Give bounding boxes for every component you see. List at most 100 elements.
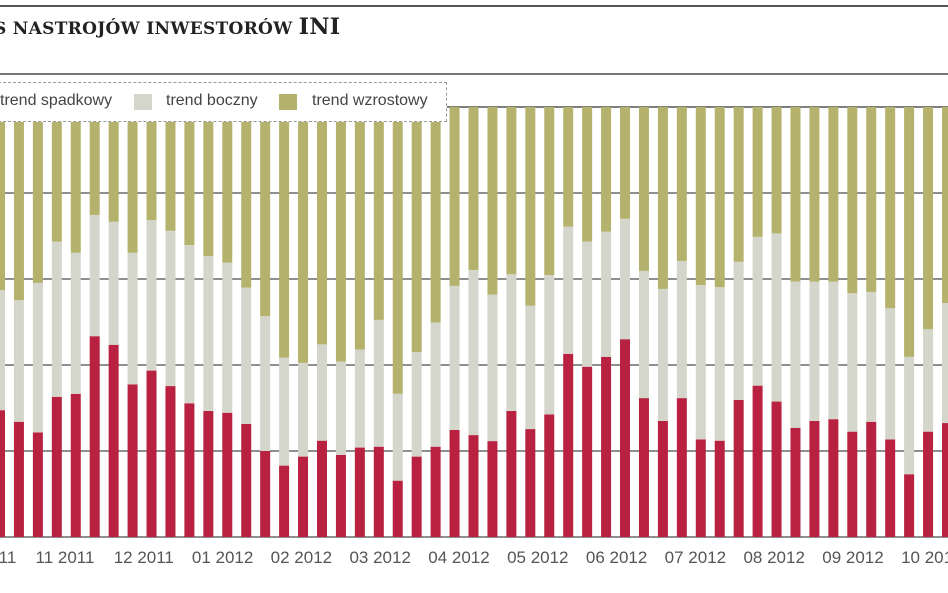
bar-segment-boczny	[316, 344, 327, 441]
bar-segment-spadkowy	[657, 420, 668, 537]
bar-segment-spadkowy	[942, 423, 948, 537]
bar-segment-wzrostowy	[790, 107, 801, 282]
bar-segment-spadkowy	[790, 427, 801, 537]
bar-segment-boczny	[847, 293, 858, 432]
bar-segment-wzrostowy	[165, 107, 176, 231]
bar-segment-spadkowy	[468, 435, 479, 537]
bar-segment-boczny	[733, 261, 744, 400]
bar-segment-wzrostowy	[620, 107, 631, 219]
bar-segment-wzrostowy	[373, 107, 384, 320]
title-main: S NASTROJÓW INWESTORÓW	[0, 19, 293, 39]
bar-segment-spadkowy	[714, 440, 725, 537]
x-tick-label: 10 2012	[901, 548, 948, 567]
x-tick-label: 02 2012	[271, 548, 332, 567]
bar-segment-spadkowy	[260, 451, 271, 537]
legend-label-wzrostowy: trend wzrostowy	[312, 92, 428, 109]
bar-segment-spadkowy	[828, 419, 839, 537]
bar-segment-spadkowy	[771, 401, 782, 537]
bar-segment-boczny	[127, 252, 138, 385]
bar-segment-boczny	[714, 287, 725, 441]
bar-segment-spadkowy	[904, 474, 915, 537]
bar-segment-boczny	[13, 300, 24, 422]
bar-segment-boczny	[279, 357, 290, 466]
bar-segment-wzrostowy	[828, 107, 839, 282]
bar-segment-wzrostowy	[184, 107, 195, 246]
bar-segment-spadkowy	[335, 454, 346, 537]
bar-segment-wzrostowy	[657, 107, 668, 289]
bar-segment-spadkowy	[316, 440, 327, 537]
x-tick-label: 12 2011	[114, 548, 174, 567]
top-rule	[0, 5, 948, 7]
chart-title: S NASTROJÓW INWESTORÓW INI	[0, 14, 340, 40]
bar-segment-wzrostowy	[392, 107, 403, 394]
bar-segment-boczny	[203, 256, 214, 412]
bar-segment-spadkowy	[354, 447, 365, 537]
bar-segment-wzrostowy	[298, 107, 309, 363]
bar-segment-spadkowy	[923, 431, 934, 537]
bar-segment-boczny	[885, 308, 896, 440]
bar-segment-boczny	[51, 241, 62, 397]
bar-segment-boczny	[373, 319, 384, 447]
bar-segment-wzrostowy	[752, 107, 763, 237]
legend-swatch-wzrostowy	[279, 94, 297, 110]
bar-segment-wzrostowy	[146, 107, 157, 221]
bar-segment-wzrostowy	[241, 107, 252, 288]
bar-segment-wzrostowy	[847, 107, 858, 294]
bar-segment-boczny	[108, 221, 119, 345]
bar-segment-boczny	[32, 282, 43, 433]
bar-segment-spadkowy	[51, 396, 62, 537]
bar-segment-wzrostowy	[525, 107, 536, 306]
bar-segment-boczny	[695, 285, 706, 440]
bar-segment-boczny	[582, 241, 593, 367]
bar-segment-spadkowy	[298, 456, 309, 537]
bar-segment-boczny	[89, 214, 100, 337]
bar-segment-spadkowy	[13, 421, 24, 537]
bar-segment-spadkowy	[108, 344, 119, 537]
bar-segment-wzrostowy	[260, 107, 271, 316]
header-rule	[0, 73, 948, 75]
bar-segment-boczny	[0, 290, 5, 411]
bar-segment-spadkowy	[885, 439, 896, 537]
bar-segment-boczny	[620, 218, 631, 340]
bar-segment-spadkowy	[241, 423, 252, 537]
bar-segment-boczny	[638, 270, 649, 399]
bar-segment-wzrostowy	[695, 107, 706, 286]
bar-segment-wzrostowy	[904, 107, 915, 357]
bar-segment-wzrostowy	[279, 107, 290, 358]
bar-segment-spadkowy	[127, 384, 138, 537]
x-tick-label: 03 2012	[349, 548, 410, 567]
bar-segment-spadkowy	[563, 353, 574, 537]
bar-segment-spadkowy	[0, 410, 5, 537]
bar-segment-spadkowy	[582, 366, 593, 537]
bar-segment-boczny	[165, 230, 176, 387]
x-tick-label: 10 2011	[0, 548, 16, 567]
x-tick-label: 06 2012	[586, 548, 647, 567]
bar-segment-boczny	[904, 356, 915, 475]
bar-segment-wzrostowy	[809, 107, 820, 282]
bar-segment-wzrostowy	[544, 107, 555, 276]
bar-segment-spadkowy	[70, 393, 81, 537]
bar-segment-boczny	[70, 252, 81, 394]
title-suffix: INI	[298, 14, 341, 40]
bar-segment-wzrostowy	[449, 107, 460, 286]
bar-segment-wzrostowy	[506, 107, 517, 275]
bar-segment-boczny	[866, 291, 877, 422]
bar-segment-wzrostowy	[714, 107, 725, 288]
bar-segment-wzrostowy	[468, 107, 479, 270]
bar-segment-wzrostowy	[108, 107, 119, 222]
bar-segment-spadkowy	[847, 431, 858, 537]
bar-segment-spadkowy	[752, 385, 763, 537]
bar-segment-spadkowy	[487, 441, 498, 537]
bar-segment-spadkowy	[620, 339, 631, 537]
bar-segment-spadkowy	[506, 411, 517, 537]
bar-segment-wzrostowy	[487, 107, 498, 295]
bar-segment-wzrostowy	[316, 107, 327, 345]
bar-segment-spadkowy	[449, 429, 460, 537]
bar-segment-spadkowy	[32, 432, 43, 537]
bar-segment-boczny	[676, 260, 687, 399]
legend-swatch-boczny	[134, 94, 152, 110]
bar-segment-wzrostowy	[51, 107, 62, 242]
x-tick-label: 01 2012	[192, 548, 253, 567]
x-tick-label: 07 2012	[665, 548, 726, 567]
